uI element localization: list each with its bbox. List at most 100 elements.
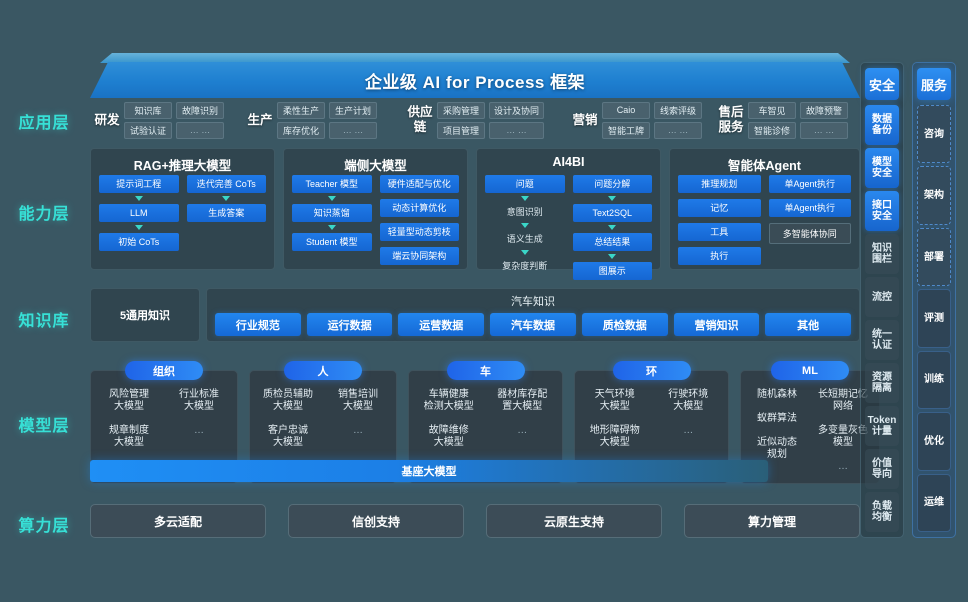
model-card-pill[interactable]: 组织: [125, 361, 203, 380]
security-rail-item[interactable]: 价值 导向: [865, 449, 899, 489]
capability-panel-agent[interactable]: 智能体Agent 推理规划 记忆 工具 执行 单Agent执行 单Agent执行 多智能体协同: [669, 148, 860, 270]
capability-node[interactable]: 工具: [678, 223, 761, 241]
security-rail-item[interactable]: 接口 安全: [865, 191, 899, 231]
knowledge-pill[interactable]: 其他: [765, 313, 852, 336]
security-rail-item[interactable]: 资源 隔离: [865, 363, 899, 403]
model-item[interactable]: 销售培训 大模型: [338, 389, 378, 412]
app-cell[interactable]: 线索评级: [654, 101, 702, 119]
model-item[interactable]: 车辆健康 检测大模型: [423, 389, 474, 412]
app-cell[interactable]: 采购管理: [437, 101, 485, 119]
model-item[interactable]: …: [517, 425, 528, 436]
app-group-marketing[interactable]: 营销 Caio 智能工牌 线索评级 … …: [568, 96, 702, 144]
capability-node[interactable]: 生成答案: [186, 204, 266, 222]
security-rail-item[interactable]: 知识 围栏: [865, 234, 899, 274]
service-rail-item[interactable]: 部署: [917, 227, 951, 287]
knowledge-pill[interactable]: 运行数据: [306, 313, 393, 336]
app-cell[interactable]: 生产计划: [329, 101, 377, 119]
model-item[interactable]: …: [683, 425, 694, 436]
capability-node[interactable]: 硬件适配与优化: [379, 175, 459, 193]
capability-node[interactable]: 问题: [485, 175, 565, 193]
model-item[interactable]: 地形障碍物 大模型: [589, 425, 640, 448]
model-item[interactable]: 随机森林: [757, 389, 797, 400]
app-cell[interactable]: 试验认证: [124, 121, 172, 139]
app-cell[interactable]: … …: [329, 121, 377, 139]
knowledge-pill[interactable]: 营销知识: [673, 313, 760, 336]
security-rail-item[interactable]: 统一 认证: [865, 320, 899, 360]
capability-panel-edge-model[interactable]: 端侧大模型 Teacher 模型 知识蒸馏 Student 模型 硬件适配与优化 动态计算…: [283, 148, 468, 270]
model-item[interactable]: 风险管理 大模型: [109, 389, 149, 412]
model-card-pill[interactable]: 人: [284, 361, 362, 380]
service-rail-item[interactable]: 架构: [917, 166, 951, 225]
service-rail-item[interactable]: 运维: [917, 473, 951, 532]
capability-node[interactable]: 提示词工程: [99, 175, 179, 193]
model-item[interactable]: 质检员辅助 大模型: [263, 389, 313, 412]
capability-node[interactable]: 问题分解: [572, 175, 652, 193]
model-item[interactable]: …: [353, 425, 363, 436]
app-cell[interactable]: 项目管理: [437, 121, 485, 139]
app-cell[interactable]: 智能诊修: [748, 121, 796, 139]
model-card-pill[interactable]: 车: [446, 361, 525, 380]
app-cell[interactable]: 故障识别: [176, 101, 224, 119]
capability-node[interactable]: 语义生成: [506, 234, 543, 244]
compute-card[interactable]: 信创支持: [288, 504, 464, 538]
capability-node[interactable]: Teacher 模型: [292, 175, 372, 193]
app-cell[interactable]: Caio: [602, 101, 650, 119]
capability-node[interactable]: 推理规划: [678, 175, 761, 193]
security-rail-item[interactable]: 模型 安全: [865, 148, 899, 188]
compute-card[interactable]: 算力管理: [684, 504, 860, 538]
service-rail-item[interactable]: 优化: [917, 412, 951, 471]
app-group-after-sales[interactable]: 售后服务 车智见 智能诊修 故障预警 … …: [714, 96, 848, 144]
capability-panel-rag[interactable]: RAG+推理大模型 提示词工程 LLM 初始 CoTs 迭代完善 CoTs 生成答案: [90, 148, 275, 270]
app-cell[interactable]: 智能工牌: [602, 121, 650, 139]
model-item[interactable]: 天气环境 大模型: [594, 389, 635, 412]
capability-node[interactable]: 单Agent执行: [768, 175, 851, 193]
app-cell[interactable]: 柔性生产: [277, 101, 325, 119]
service-rail-item[interactable]: 训练: [917, 350, 951, 410]
capability-node[interactable]: Text2SQL: [572, 204, 652, 222]
compute-card[interactable]: 云原生支持: [486, 504, 662, 538]
capability-node[interactable]: 端云协同架构: [379, 247, 459, 265]
capability-panel-ai4bi[interactable]: AI4BI 问题 意图识别 语义生成 复杂度判断 问题分解 Text2SQL 总结结果 图展示: [476, 148, 661, 280]
capability-node[interactable]: 执行: [678, 247, 761, 265]
model-item[interactable]: …: [838, 461, 848, 472]
capability-node[interactable]: Student 模型: [292, 233, 372, 251]
capability-node[interactable]: 初始 CoTs: [99, 233, 179, 251]
model-item[interactable]: 器材库存配 置大模型: [497, 389, 548, 412]
security-rail-item[interactable]: 流控: [865, 277, 899, 317]
app-cell[interactable]: 知识库: [124, 101, 172, 119]
app-cell[interactable]: … …: [800, 121, 848, 139]
capability-node[interactable]: 动态计算优化: [379, 199, 459, 217]
capability-node[interactable]: 单Agent执行: [768, 199, 851, 217]
knowledge-pill[interactable]: 汽车数据: [490, 313, 576, 336]
app-cell[interactable]: 设计及协同: [489, 101, 545, 119]
capability-node[interactable]: 迭代完善 CoTs: [186, 175, 266, 193]
model-item[interactable]: 长短期记忆 网络: [818, 389, 868, 412]
capability-node[interactable]: 复杂度判断: [502, 261, 548, 271]
app-group-rnd[interactable]: 研发 知识库 试验认证 故障识别 … …: [90, 96, 224, 144]
capability-node[interactable]: 记忆: [678, 199, 761, 217]
model-item[interactable]: 多变量灰色 模型: [818, 425, 868, 448]
model-item[interactable]: 故障维修 大模型: [428, 425, 469, 448]
model-item[interactable]: 客户忠诚 大模型: [268, 425, 308, 448]
app-cell[interactable]: … …: [489, 121, 545, 139]
knowledge-pill[interactable]: 质检数据: [581, 313, 668, 336]
app-group-production[interactable]: 生产 柔性生产 库存优化 生产计划 … …: [243, 96, 377, 144]
app-cell[interactable]: 故障预警: [800, 101, 848, 119]
capability-node[interactable]: 知识蒸馏: [292, 204, 372, 222]
model-card-pill[interactable]: ML: [771, 361, 849, 380]
app-group-supply-chain[interactable]: 供应链 采购管理 项目管理 设计及协同 … …: [403, 96, 545, 144]
model-item[interactable]: 行业标准 大模型: [179, 389, 219, 412]
model-card-pill[interactable]: 环: [612, 361, 691, 380]
app-cell[interactable]: … …: [654, 121, 702, 139]
compute-card[interactable]: 多云适配: [90, 504, 266, 538]
model-item[interactable]: 近似动态 规划: [757, 437, 797, 460]
model-item[interactable]: 行驶环境 大模型: [668, 389, 709, 412]
app-cell[interactable]: 车智见: [748, 101, 796, 119]
capability-node[interactable]: 意图识别: [506, 207, 543, 217]
app-cell[interactable]: 库存优化: [277, 121, 325, 139]
security-rail-item[interactable]: Token 计量: [865, 406, 899, 446]
model-item[interactable]: 蚁群算法: [757, 413, 797, 424]
capability-node[interactable]: 图展示: [572, 262, 652, 280]
service-rail-item[interactable]: 咨询: [917, 105, 951, 164]
capability-node[interactable]: LLM: [99, 204, 179, 222]
